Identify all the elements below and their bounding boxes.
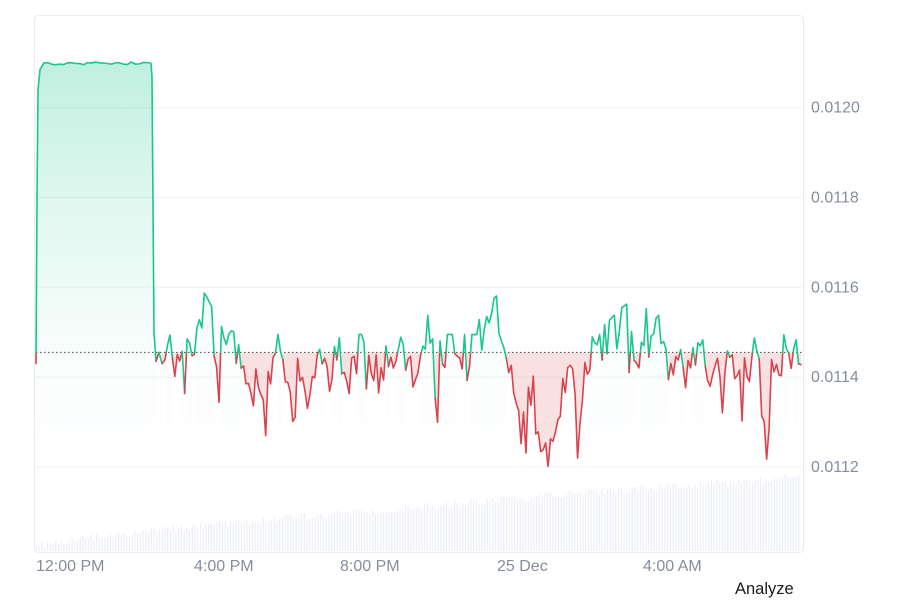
svg-text:0.0118: 0.0118 bbox=[811, 190, 859, 207]
svg-text:4:00 AM: 4:00 AM bbox=[643, 558, 702, 575]
svg-text:0.0112: 0.0112 bbox=[811, 459, 859, 476]
svg-text:8:00 PM: 8:00 PM bbox=[340, 558, 400, 575]
svg-text:25 Dec: 25 Dec bbox=[497, 558, 548, 575]
svg-text:4:00 PM: 4:00 PM bbox=[194, 558, 254, 575]
svg-text:0.0114: 0.0114 bbox=[811, 369, 859, 386]
svg-text:Analyze: Analyze bbox=[735, 580, 794, 598]
svg-text:12:00 PM: 12:00 PM bbox=[36, 558, 104, 575]
svg-text:0.0116: 0.0116 bbox=[811, 279, 859, 296]
svg-text:0.0120: 0.0120 bbox=[811, 100, 860, 117]
